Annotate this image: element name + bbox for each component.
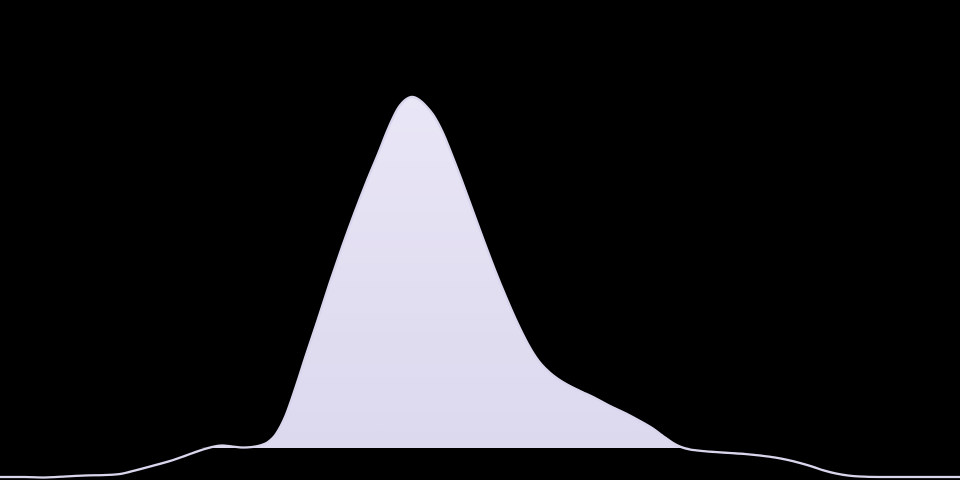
density-curve-line xyxy=(0,95,960,479)
density-fill-area xyxy=(0,96,960,448)
